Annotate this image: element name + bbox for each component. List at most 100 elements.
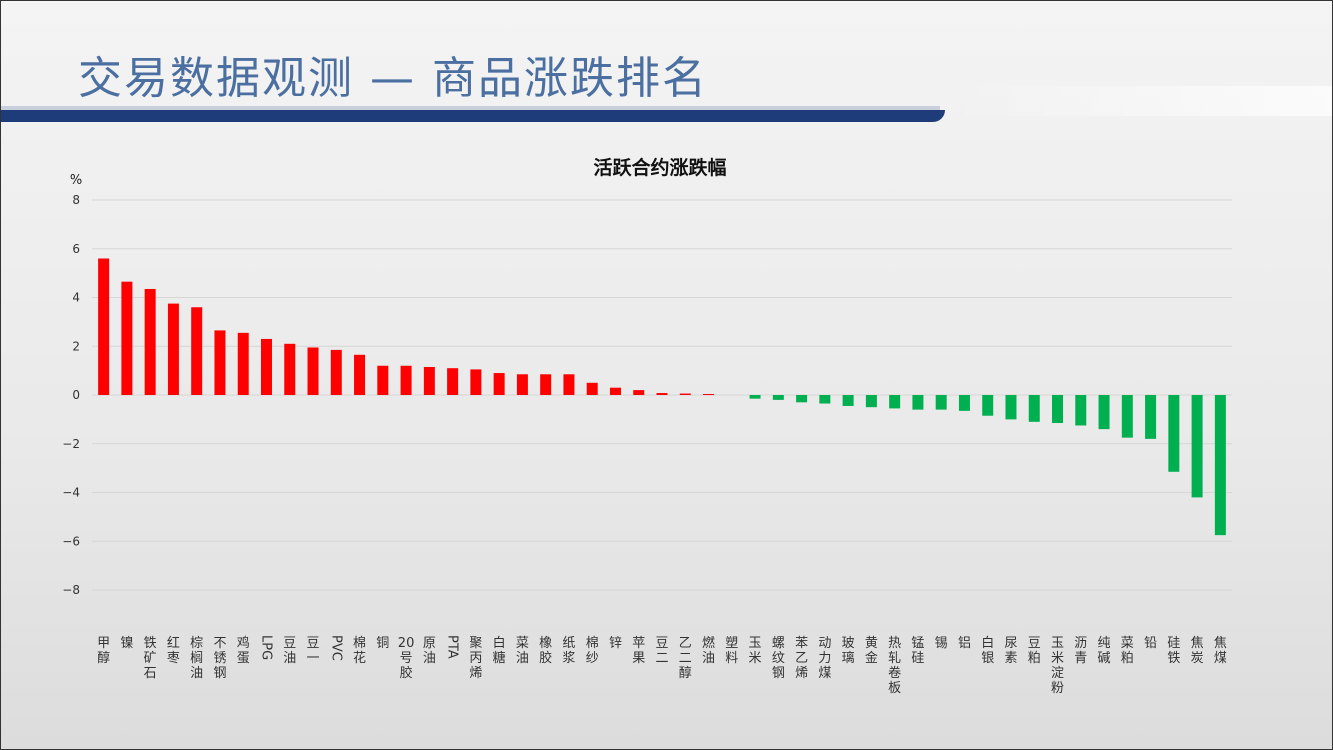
bar-13 [400, 365, 412, 395]
category-label-47: 焦炭 [1191, 636, 1204, 666]
category-label-11: 棉花 [353, 636, 366, 666]
category-label-19: 橡胶 [539, 636, 552, 666]
category-label-25: 乙二醇 [679, 636, 692, 681]
category-label-24: 豆二 [655, 636, 668, 666]
category-label-22: 锌 [609, 636, 622, 651]
category-label-15: PTA [445, 635, 460, 659]
category-label-3: 红枣 [167, 635, 180, 666]
bar-22 [609, 387, 621, 395]
y-tick-label: −8 [62, 583, 80, 597]
bar-30 [796, 395, 808, 403]
bar-38 [982, 395, 994, 416]
category-label-44: 菜粕 [1121, 636, 1134, 666]
bar-47 [1191, 395, 1203, 498]
bar-20 [563, 374, 575, 395]
category-label-37: 铝 [958, 636, 971, 651]
bar-24 [656, 393, 668, 395]
category-label-38: 白银 [981, 635, 994, 666]
category-label-7: LPG [258, 635, 273, 660]
category-label-23: 苹果 [632, 636, 645, 666]
category-label-0: 甲醇 [97, 636, 110, 666]
category-label-41: 玉米淀粉 [1051, 636, 1064, 696]
bar-43 [1098, 395, 1110, 430]
bar-34 [889, 395, 901, 409]
bar-42 [1075, 395, 1087, 426]
title-rule-highlight [0, 106, 940, 110]
y-axis-unit: % [70, 173, 82, 188]
bar-46 [1168, 395, 1180, 472]
bar-17 [493, 373, 505, 395]
category-label-48: 焦煤 [1214, 636, 1227, 666]
y-tick-label: −2 [62, 437, 80, 451]
bar-31 [819, 395, 831, 404]
category-label-13: 20 号胶 [398, 636, 415, 681]
bar-36 [935, 395, 947, 410]
category-label-5: 不锈钢 [213, 636, 226, 681]
bar-9 [307, 347, 319, 395]
bar-18 [516, 374, 528, 395]
bar-37 [958, 395, 970, 411]
y-tick-label: 0 [72, 388, 80, 402]
bar-15 [447, 368, 459, 395]
bar-32 [842, 395, 854, 406]
category-label-30: 苯乙烯 [795, 636, 808, 681]
category-label-42: 沥青 [1074, 636, 1087, 666]
category-label-20: 纸浆 [562, 636, 575, 666]
chart-title: 活跃合约涨跌幅 [593, 156, 726, 179]
bar-1 [121, 281, 133, 395]
bar-35 [912, 395, 924, 410]
bar-2 [144, 288, 156, 395]
bar-23 [633, 390, 645, 395]
category-label-9: 豆一 [307, 636, 320, 666]
category-label-27: 塑料 [725, 636, 738, 666]
category-label-43: 纯碱 [1098, 636, 1111, 666]
bars [98, 258, 1226, 536]
y-tick-label: 6 [72, 242, 80, 256]
bar-3 [167, 303, 179, 395]
category-label-36: 锡 [935, 636, 948, 651]
bar-6 [237, 332, 249, 395]
bar-11 [354, 354, 366, 395]
bar-39 [1005, 395, 1017, 420]
category-label-34: 热轧卷板 [888, 636, 901, 696]
bar-4 [191, 307, 203, 395]
category-label-10: PVC [328, 635, 343, 661]
bar-28 [749, 395, 761, 399]
category-label-46: 硅铁 [1167, 636, 1180, 666]
category-label-1: 镍 [120, 636, 133, 651]
category-label-21: 棉纱 [586, 636, 599, 666]
title-rule [0, 110, 945, 122]
y-tick-label: 4 [72, 291, 80, 305]
category-label-31: 动力煤 [818, 636, 831, 681]
category-label-45: 铅 [1144, 636, 1157, 651]
bar-40 [1028, 395, 1040, 422]
category-label-2: 铁矿石 [144, 636, 157, 681]
header-decoration [945, 86, 1333, 116]
category-label-26: 燃油 [702, 635, 715, 666]
y-tick-label: 2 [72, 339, 80, 353]
category-label-8: 豆油 [283, 636, 296, 666]
bar-21 [586, 382, 598, 395]
bar-48 [1214, 395, 1226, 536]
bar-45 [1145, 395, 1157, 439]
page-title: 交易数据观测 — 商品涨跌排名 [78, 53, 708, 104]
y-tick-label: −6 [62, 534, 80, 548]
category-label-17: 白糖 [493, 635, 506, 666]
bar-25 [679, 393, 691, 395]
y-tick-label: 8 [72, 193, 80, 207]
bar-33 [865, 395, 877, 408]
category-label-29: 螺纹钢 [772, 636, 785, 681]
category-label-28: 玉米 [749, 636, 762, 666]
category-label-33: 黄金 [865, 636, 878, 666]
bar-44 [1121, 395, 1133, 438]
bar-26 [703, 394, 715, 396]
category-label-12: 铜 [376, 636, 389, 651]
bar-16 [470, 369, 482, 395]
category-label-18: 菜油 [516, 636, 529, 666]
category-label-39: 尿素 [1004, 636, 1017, 666]
bar-19 [540, 374, 552, 395]
bar-10 [330, 349, 342, 395]
